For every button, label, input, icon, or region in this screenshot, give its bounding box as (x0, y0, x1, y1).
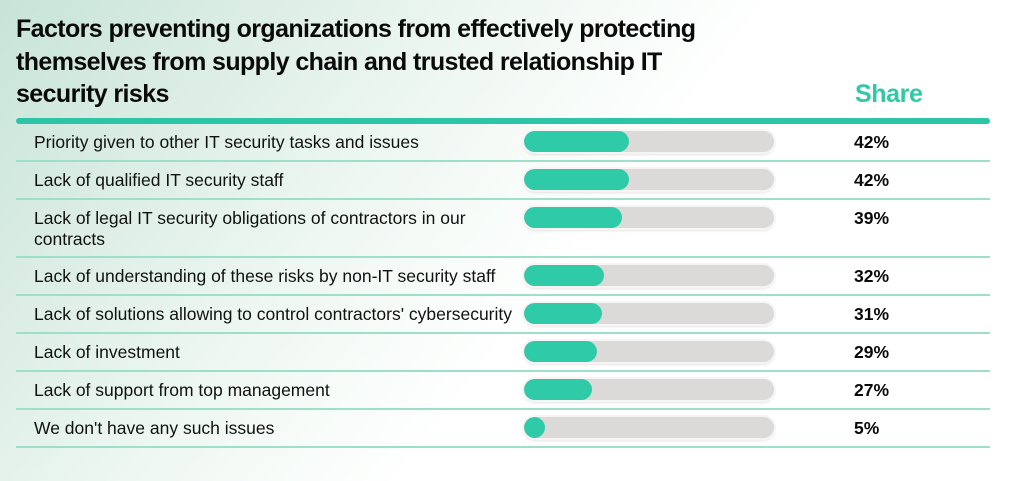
bar-track (524, 131, 774, 152)
bar-track (524, 169, 774, 190)
table-row: Lack of solutions allowing to control co… (16, 296, 990, 335)
bar-fill (524, 417, 545, 439)
share-value: 42% (854, 170, 890, 190)
share-value: 39% (854, 208, 890, 228)
bar-track (524, 417, 774, 439)
bar-fill (524, 303, 602, 325)
bar-fill (524, 341, 597, 363)
chart-header: Factors preventing organizations from ef… (0, 0, 1014, 118)
table-row: Lack of understanding of these risks by … (16, 258, 990, 297)
table-row: Lack of support from top management 27% (16, 372, 990, 411)
bar-track (524, 341, 774, 363)
share-value: 27% (854, 380, 890, 401)
chart-title: Factors preventing organizations from ef… (16, 15, 696, 108)
factor-label: Lack of qualified IT security staff (34, 170, 284, 190)
bar-fill (524, 379, 592, 401)
share-value: 42% (854, 132, 890, 152)
factor-label: Lack of investment (34, 342, 180, 363)
bar-track (524, 379, 774, 401)
factor-label: Priority given to other IT security task… (34, 132, 419, 152)
table-row: Priority given to other IT security task… (16, 124, 990, 162)
factor-label: Lack of support from top management (34, 380, 330, 401)
bar-fill (524, 169, 629, 190)
table-row: Lack of investment 29% (16, 334, 990, 373)
table-row: Lack of legal IT security obligations of… (16, 200, 990, 259)
factor-label: Lack of legal IT security obligations of… (34, 208, 466, 249)
share-value: 5% (854, 418, 880, 439)
share-value: 29% (854, 342, 890, 363)
bar-fill (524, 131, 629, 152)
factor-label: Lack of solutions allowing to control co… (34, 304, 513, 325)
header-rule (16, 118, 990, 124)
table-row: We don't have any such issues 5% (16, 410, 990, 449)
bar-fill (524, 207, 622, 228)
share-column-header: Share (855, 80, 923, 108)
share-value: 31% (854, 304, 890, 325)
factor-label: We don't have any such issues (34, 418, 275, 439)
share-value: 32% (854, 266, 890, 287)
table-row: Lack of qualified IT security staff 42% (16, 162, 990, 200)
bar-track (524, 207, 774, 228)
factor-table: Priority given to other IT security task… (16, 124, 990, 449)
bar-track (524, 303, 774, 325)
factor-label: Lack of understanding of these risks by … (34, 266, 496, 287)
bar-fill (524, 265, 604, 287)
bar-track (524, 265, 774, 287)
